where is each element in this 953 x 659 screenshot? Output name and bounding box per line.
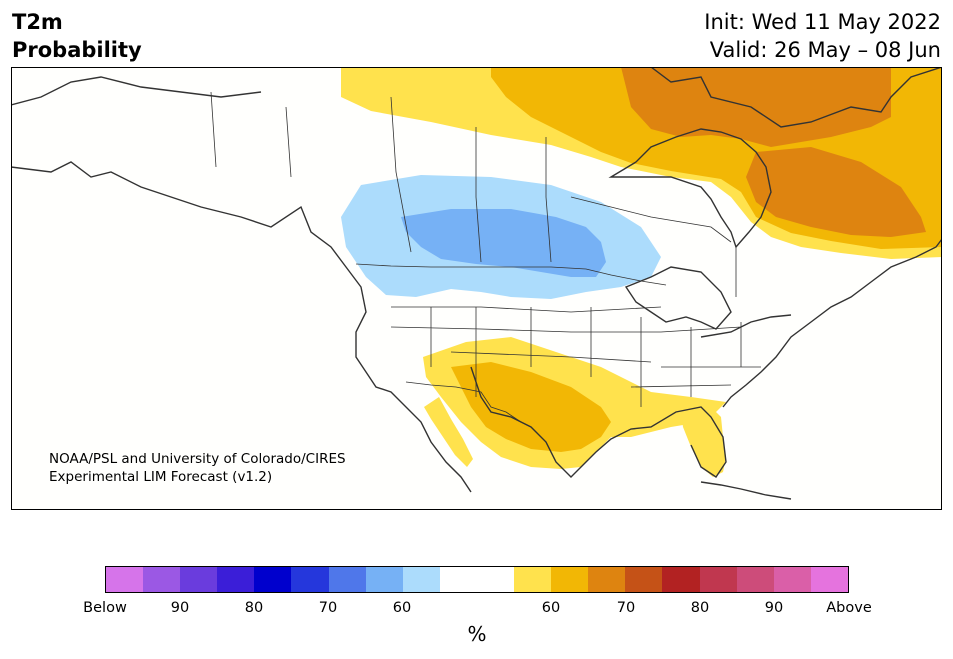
colorbar-tick-label: 70 [318, 600, 338, 616]
chart-title: T2m Probability [12, 8, 142, 64]
colorbar-segment [402, 567, 440, 592]
hudson-bay-coast [608, 128, 772, 249]
colorbar-tick-label: 70 [616, 600, 636, 616]
colorbar-unit-label: % [467, 622, 487, 646]
atlantic-coast [722, 238, 942, 408]
colorbar-segment [291, 567, 329, 592]
gulf-coast [470, 366, 727, 478]
cuba [700, 481, 792, 500]
colorbar-tick-label: 90 [170, 600, 190, 616]
colorbar-segment [217, 567, 255, 592]
us-mexico-border [405, 381, 522, 423]
map-svg [11, 67, 942, 510]
colorbar-segment [143, 567, 181, 592]
colorbar-segment [514, 567, 552, 592]
colorbar-tick-label: Above [826, 600, 872, 616]
colorbar-segment [551, 567, 589, 592]
forecast-dates: Init: Wed 11 May 2022 Valid: 26 May – 08… [704, 8, 941, 64]
political-borders [210, 91, 761, 423]
colorbar-segment [625, 567, 663, 592]
colorbar-tick-label: 80 [690, 600, 710, 616]
colorbar-segment [662, 567, 700, 592]
colorbar-segment [476, 567, 515, 592]
us-states [390, 306, 761, 407]
forecast-map [11, 67, 942, 510]
colorbar-segment [106, 567, 144, 592]
map-frame [11, 67, 942, 510]
credit-line-1: NOAA/PSL and University of Colorado/CIRE… [49, 451, 346, 467]
credit-line-2: Experimental LIM Forecast (v1.2) [49, 469, 273, 485]
region-texas-above-65 [451, 362, 611, 452]
region-quebec-labrador-above-70 [746, 147, 926, 237]
colorbar-segment [439, 567, 477, 592]
colorbar [105, 566, 849, 593]
title-line-2: Probability [12, 38, 142, 62]
pacific-coast [11, 76, 472, 493]
colorbar-segment [588, 567, 626, 592]
arctic-islands [650, 67, 942, 128]
colorbar-segment [180, 567, 218, 592]
colorbar-segment [699, 567, 737, 592]
colorbar-tick-label: 60 [392, 600, 412, 616]
colorbar-segment [328, 567, 366, 592]
us-canada-border [355, 263, 667, 286]
title-line-1: T2m [12, 10, 63, 34]
colorbar-segment [810, 567, 848, 592]
colorbar-segment [773, 567, 811, 592]
valid-date: Valid: 26 May – 08 Jun [709, 38, 941, 62]
init-date: Init: Wed 11 May 2022 [704, 10, 941, 34]
region-hudson-bay-area-above-70 [621, 67, 891, 147]
colorbar-tick-label: Below [83, 600, 127, 616]
canada-provinces [210, 91, 737, 297]
colorbar-segment [736, 567, 774, 592]
coastlines [11, 67, 942, 500]
great-lakes [624, 266, 792, 338]
colorbar-tick-label: 60 [541, 600, 561, 616]
colorbar-tick-label: 80 [244, 600, 264, 616]
colorbar-segment [254, 567, 292, 592]
credit-text: NOAA/PSL and University of Colorado/CIRE… [49, 450, 346, 486]
region-northern-plains-below-70 [401, 209, 606, 277]
region-baja-above-60 [424, 397, 473, 467]
probability-shading [341, 67, 942, 477]
colorbar-tick-label: 90 [764, 600, 784, 616]
colorbar-segment [365, 567, 403, 592]
